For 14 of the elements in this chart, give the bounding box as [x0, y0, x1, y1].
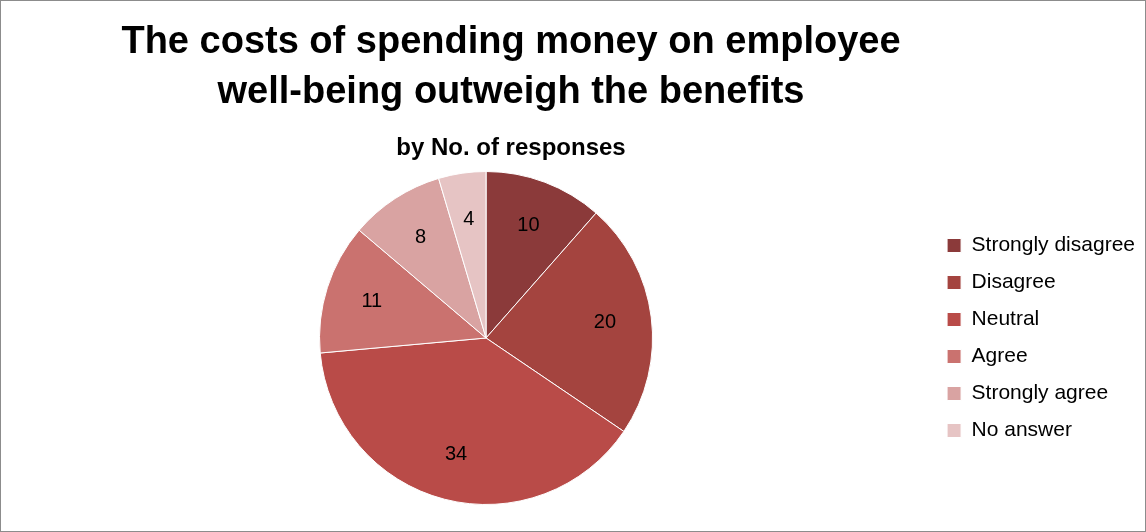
chart-subtitle: by No. of responses: [395, 133, 627, 161]
legend-label: Agree: [971, 343, 1028, 367]
legend-label: Strongly agree: [971, 380, 1109, 404]
chart-title: The costs of spending money on employee well-being outweigh the benefits: [120, 18, 902, 113]
data-label: 8: [415, 225, 427, 248]
legend-label: No answer: [971, 417, 1072, 441]
legend-label: Neutral: [971, 306, 1040, 330]
data-label: 11: [361, 289, 383, 312]
data-label: 20: [593, 310, 617, 333]
data-label: 34: [444, 441, 468, 464]
data-label: 10: [517, 213, 540, 236]
legend-label: Disagree: [971, 269, 1056, 293]
data-label: 4: [463, 206, 475, 229]
legend-label: Strongly disagree: [971, 232, 1136, 256]
